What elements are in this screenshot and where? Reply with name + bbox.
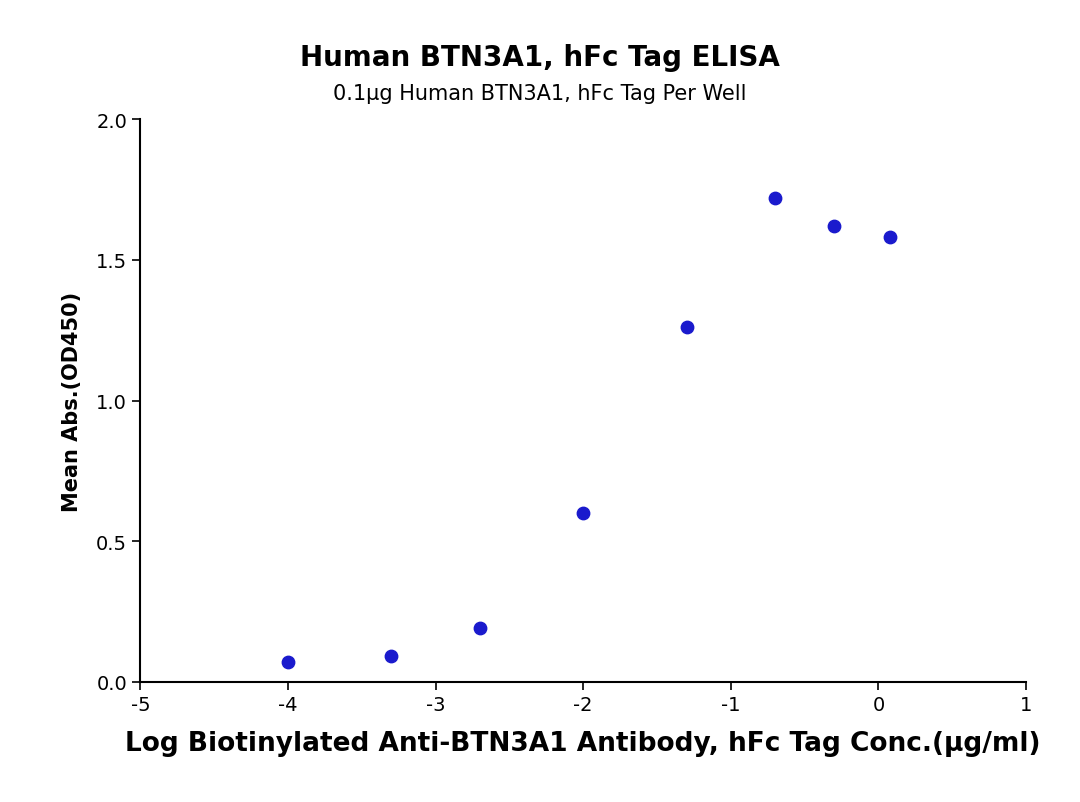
Point (382, 650, 400, 662)
Text: Human BTN3A1, hFc Tag ELISA: Human BTN3A1, hFc Tag ELISA (300, 44, 780, 72)
Point (825, 221, 842, 233)
Point (471, 622, 488, 635)
Text: 0.1μg Human BTN3A1, hFc Tag Per Well: 0.1μg Human BTN3A1, hFc Tag Per Well (334, 84, 746, 104)
Point (575, 507, 592, 520)
Point (280, 656, 297, 669)
Y-axis label: Mean Abs.(OD450): Mean Abs.(OD450) (63, 291, 82, 511)
Point (678, 322, 696, 334)
Point (881, 232, 899, 245)
Point (767, 192, 784, 205)
X-axis label: Log Biotinylated Anti-BTN3A1 Antibody, hFc Tag Conc.(μg/ml): Log Biotinylated Anti-BTN3A1 Antibody, h… (125, 731, 1041, 756)
